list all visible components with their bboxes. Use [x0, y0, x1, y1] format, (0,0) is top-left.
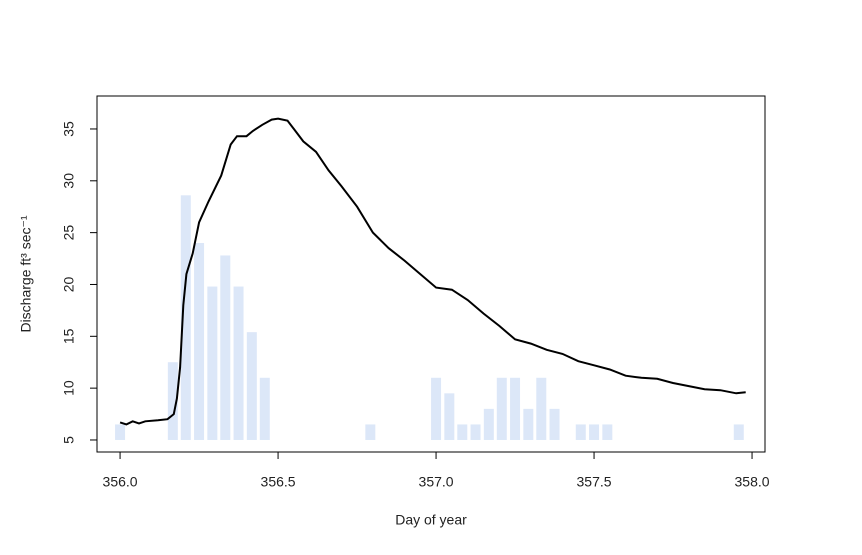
bar [259, 377, 270, 440]
bar [483, 408, 494, 440]
bar [733, 424, 744, 440]
line [119, 117, 746, 426]
y-tick-label: 25 [61, 225, 77, 241]
x-tick-label: 357.5 [577, 474, 612, 490]
y-tick-label: 30 [61, 173, 77, 189]
y-tick-label: 5 [61, 436, 77, 444]
bar [115, 424, 126, 440]
bar [510, 377, 521, 440]
bar [602, 424, 613, 440]
x-tick-label: 357.0 [419, 474, 454, 490]
bar [233, 286, 244, 440]
x-axis-label: Day of year [395, 512, 467, 528]
bar [246, 332, 257, 440]
bar [523, 408, 534, 440]
plot-frame [96, 95, 766, 453]
bar [589, 424, 600, 440]
y-tick-label: 20 [61, 276, 77, 292]
bar [536, 377, 547, 440]
bar [549, 408, 560, 440]
y-axis-label: Discharge ft³ sec⁻¹ [18, 215, 34, 332]
x-tick-label: 356.5 [261, 474, 296, 490]
bar [365, 424, 376, 440]
bar [167, 362, 178, 440]
bar [207, 286, 218, 440]
x-tick-label: 358.0 [735, 474, 770, 490]
bar [444, 393, 455, 440]
bar [180, 195, 191, 440]
y-tick-label: 10 [61, 380, 77, 396]
x-tick-label: 356.0 [103, 474, 138, 490]
bar [431, 377, 442, 440]
bar [220, 255, 231, 440]
bar [470, 424, 481, 440]
y-tick-label: 35 [61, 121, 77, 137]
bar [575, 424, 586, 440]
bar [194, 243, 205, 440]
bar [496, 377, 507, 440]
y-tick-label: 15 [61, 328, 77, 344]
bar [457, 424, 468, 440]
